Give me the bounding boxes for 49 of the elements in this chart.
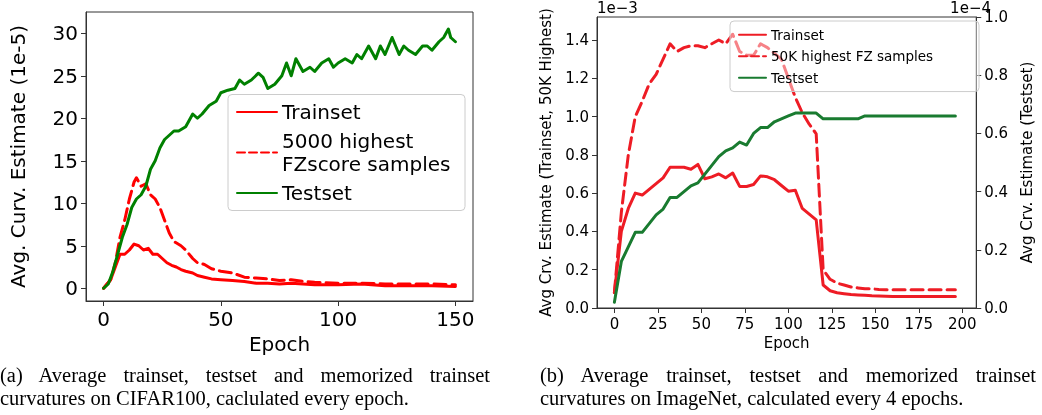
y-tick-label: 20 (52, 106, 78, 131)
x-tick-label: 75 (735, 314, 755, 333)
x-axis-title: Epoch (763, 334, 810, 353)
legend-label: Testset (770, 69, 819, 86)
x-tick-label: 0 (609, 314, 620, 333)
y-tick-label: 5 (65, 233, 78, 258)
line-series (102, 27, 457, 290)
y-axis-title: Avg. Curv. Estimate (1e-5) (6, 25, 30, 288)
x-tick-label: 200 (948, 314, 977, 333)
y-tick-label: 0 (65, 276, 78, 301)
y-tick-label: 30 (52, 21, 78, 46)
y-tick-label: 0.6 (565, 184, 589, 203)
y-tick-label: 10 (52, 191, 78, 216)
x-tick-label: 100 (319, 307, 358, 331)
y-axis-title: Avg Crv. Estimate (Trainset, 50K Highest) (537, 8, 555, 317)
y2-tick-label: 0.6 (984, 124, 1009, 143)
x-tick-label: 150 (436, 307, 475, 331)
y-tick-label: 0.4 (565, 222, 589, 241)
text: (a) Average trainset, testset and memorized trainset curvatures on CIFAR100, caclulated every epoch. (0, 364, 490, 410)
y-tick-label: 0.0 (565, 299, 589, 317)
y-tick-label: 25 (52, 63, 78, 88)
y2-tick-label: 0.8 (984, 66, 1009, 85)
legend-label: 50K highest FZ samples (771, 48, 934, 65)
y-tick-label: 1.4 (565, 30, 589, 49)
legend-label: Trainset (770, 26, 825, 43)
x-tick-label: 100 (774, 314, 803, 333)
y2-tick-label: 0.0 (984, 299, 1009, 317)
x-tick-label: 175 (904, 314, 934, 333)
y2-tick-label: 0.4 (984, 182, 1009, 201)
text: 1e−3 (597, 0, 638, 17)
x-tick-label: 25 (648, 314, 668, 333)
y-tick-label: 0.8 (565, 145, 589, 164)
legend-label: Trainset (281, 100, 361, 124)
x-axis-title: Epoch (248, 331, 311, 356)
legend-label: Testset (281, 181, 353, 205)
line-series (612, 111, 957, 304)
legend-label: 5000 highest FZscore samples (282, 129, 451, 176)
x-tick-label: 0 (97, 307, 110, 331)
y-tick-label: 1.2 (565, 69, 589, 88)
x-tick-label: 150 (861, 314, 890, 333)
y2-axis-title: Avg Crv. Estimate (Testset) (1017, 61, 1036, 264)
y2-tick-label: 0.2 (984, 240, 1009, 259)
text: (b) Average trainset, testset and memorized trainset curvatures on ImageNet, calculated every 4 epochs. (540, 364, 1036, 410)
y-tick-label: 1.0 (565, 107, 589, 126)
y-tick-label: 0.2 (565, 260, 589, 279)
x-tick-label: 50 (691, 314, 711, 333)
x-tick-label: 125 (817, 314, 847, 333)
x-tick-label: 50 (208, 307, 234, 331)
y-tick-label: 15 (52, 148, 78, 173)
